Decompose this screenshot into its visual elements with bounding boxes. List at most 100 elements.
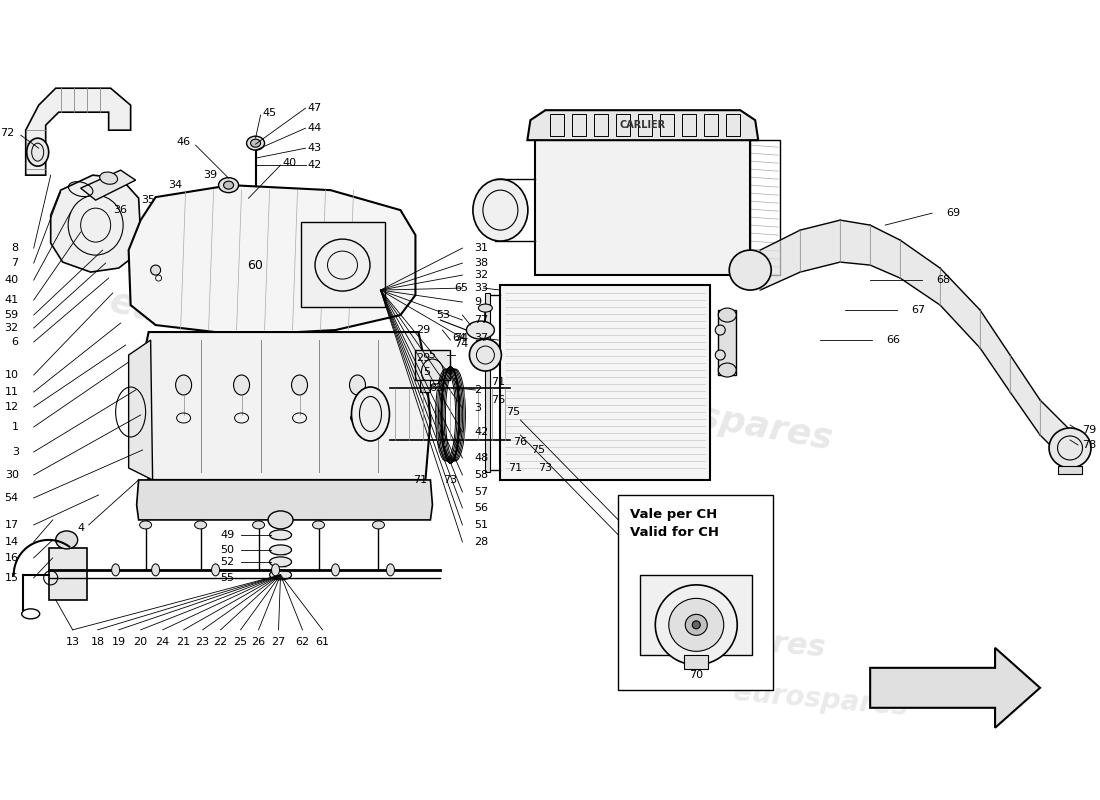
Text: 75: 75 — [531, 445, 546, 455]
Text: 22: 22 — [213, 637, 228, 647]
Bar — [485, 293, 491, 472]
Text: 14: 14 — [4, 537, 19, 547]
Ellipse shape — [26, 138, 48, 166]
Text: 39: 39 — [204, 170, 218, 180]
Text: 23: 23 — [196, 637, 210, 647]
Text: 59: 59 — [4, 310, 19, 320]
Text: 65: 65 — [454, 283, 469, 293]
Text: 32: 32 — [474, 270, 488, 280]
Bar — [638, 114, 652, 136]
Polygon shape — [840, 220, 870, 265]
Polygon shape — [1010, 355, 1040, 435]
Text: 61: 61 — [316, 637, 330, 647]
Bar — [500, 285, 711, 480]
Text: 42: 42 — [308, 160, 322, 170]
Bar — [718, 310, 736, 375]
Ellipse shape — [151, 265, 161, 275]
Text: 32: 32 — [4, 323, 19, 333]
Text: 79: 79 — [1082, 425, 1097, 435]
Text: 69: 69 — [946, 208, 960, 218]
Text: 13: 13 — [66, 637, 79, 647]
Text: 30: 30 — [4, 470, 19, 480]
Text: 55: 55 — [221, 573, 234, 583]
Text: 51: 51 — [474, 520, 488, 530]
Text: 60: 60 — [248, 258, 264, 271]
Ellipse shape — [270, 557, 292, 567]
Ellipse shape — [211, 564, 220, 576]
Text: 40: 40 — [4, 275, 19, 285]
Text: 12: 12 — [4, 402, 19, 412]
Bar — [300, 222, 385, 307]
Text: 25: 25 — [233, 637, 248, 647]
Ellipse shape — [246, 136, 264, 150]
Text: 47: 47 — [308, 103, 322, 113]
Bar — [416, 350, 450, 380]
Text: 9: 9 — [474, 297, 482, 307]
Ellipse shape — [233, 375, 250, 395]
Text: 5: 5 — [424, 367, 430, 377]
Text: 31: 31 — [474, 243, 488, 253]
Polygon shape — [1040, 400, 1070, 465]
Ellipse shape — [715, 350, 725, 360]
Ellipse shape — [331, 564, 340, 576]
Polygon shape — [870, 648, 1040, 728]
Text: 62: 62 — [296, 637, 309, 647]
Text: 58: 58 — [474, 470, 488, 480]
Text: 75: 75 — [506, 407, 520, 417]
Text: 34: 34 — [168, 180, 183, 190]
Text: CARLIER: CARLIER — [619, 120, 666, 130]
Text: 37: 37 — [474, 333, 488, 343]
Text: 35: 35 — [142, 195, 155, 205]
Ellipse shape — [470, 339, 502, 371]
Ellipse shape — [111, 564, 120, 576]
Ellipse shape — [176, 375, 191, 395]
Text: 1: 1 — [12, 422, 19, 432]
Polygon shape — [900, 240, 940, 305]
Text: eurospares: eurospares — [732, 678, 909, 722]
Ellipse shape — [253, 521, 264, 529]
Text: 57: 57 — [474, 487, 488, 497]
Text: 68: 68 — [936, 275, 950, 285]
Text: 56: 56 — [474, 503, 488, 513]
Bar — [420, 380, 430, 392]
Text: 24: 24 — [155, 637, 169, 647]
Ellipse shape — [223, 181, 233, 189]
Ellipse shape — [350, 375, 365, 395]
Ellipse shape — [1049, 428, 1091, 468]
Text: 45: 45 — [263, 108, 277, 118]
Ellipse shape — [270, 530, 292, 540]
Polygon shape — [80, 170, 135, 200]
Text: 36: 36 — [113, 205, 128, 215]
Text: 17: 17 — [4, 520, 19, 530]
Ellipse shape — [373, 521, 385, 529]
Text: 76: 76 — [492, 395, 505, 405]
Ellipse shape — [669, 598, 724, 651]
Text: 48: 48 — [474, 453, 488, 463]
Polygon shape — [940, 268, 980, 348]
Ellipse shape — [251, 139, 261, 147]
Text: 5: 5 — [428, 350, 436, 360]
Polygon shape — [139, 332, 430, 480]
Text: eurospares: eurospares — [605, 383, 836, 457]
Ellipse shape — [473, 179, 528, 241]
Ellipse shape — [692, 621, 701, 629]
Polygon shape — [980, 310, 1010, 392]
Bar — [726, 114, 740, 136]
Text: 78: 78 — [1082, 440, 1097, 450]
Text: 29: 29 — [416, 353, 430, 363]
Text: 28: 28 — [474, 537, 488, 547]
Text: 40: 40 — [283, 158, 297, 168]
Text: 41: 41 — [4, 295, 19, 305]
Ellipse shape — [195, 521, 207, 529]
Text: 73: 73 — [538, 463, 552, 473]
Text: 19: 19 — [111, 637, 125, 647]
Text: 43: 43 — [308, 143, 321, 153]
Bar — [572, 114, 586, 136]
Text: 46: 46 — [176, 137, 190, 147]
Ellipse shape — [718, 308, 736, 322]
Text: eurospares: eurospares — [106, 284, 336, 376]
Polygon shape — [870, 225, 900, 278]
Text: 11: 11 — [4, 387, 19, 397]
Ellipse shape — [270, 545, 292, 555]
Text: 74: 74 — [454, 333, 469, 343]
